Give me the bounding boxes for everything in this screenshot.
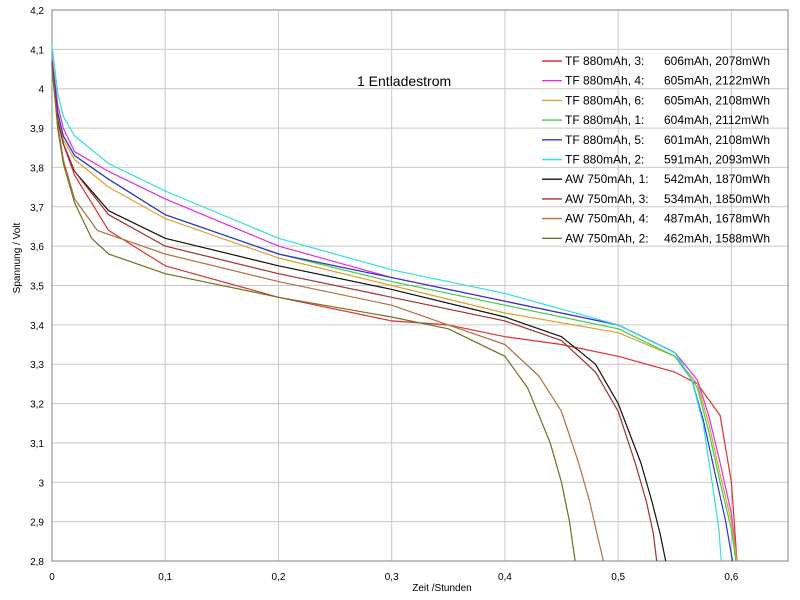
legend-series-name: TF 880mAh, 4: xyxy=(565,74,644,88)
legend-series-name: TF 880mAh, 6: xyxy=(565,93,644,107)
y-tick-label: 3,5 xyxy=(30,282,44,293)
y-tick-label: 3,8 xyxy=(30,163,44,174)
series-line-5 xyxy=(51,45,722,562)
legend-series-name: TF 880mAh, 1: xyxy=(565,113,644,127)
grid-lines xyxy=(51,9,788,562)
legend-series-info: 605mAh, 2108mWh xyxy=(664,93,770,107)
legend-series-info: 534mAh, 1850mWh xyxy=(664,192,770,206)
series-line-2 xyxy=(51,65,738,562)
y-tick-label: 3,7 xyxy=(30,203,44,214)
y-tick-label: 4,1 xyxy=(30,45,44,56)
series-lines xyxy=(51,45,738,562)
annotation-text: 1 Entladestrom xyxy=(357,73,451,89)
y-tick-label: 2,9 xyxy=(30,518,44,529)
series-line-7 xyxy=(51,65,658,562)
series-line-9 xyxy=(51,65,576,562)
series-line-8 xyxy=(51,68,604,562)
legend-series-info: 487mAh, 1678mWh xyxy=(664,212,770,226)
y-tick-label: 3,9 xyxy=(30,124,44,135)
y-tick-label: 3 xyxy=(38,478,44,489)
legend-series-name: TF 880mAh, 2: xyxy=(565,153,644,167)
y-tick-label: 4 xyxy=(38,85,44,96)
y-tick-label: 3,1 xyxy=(30,439,44,450)
y-tick-label: 4,2 xyxy=(30,6,44,17)
legend-series-info: 606mAh, 2078mWh xyxy=(664,54,770,68)
legend-series-info: 604mAh, 2112mWh xyxy=(664,113,769,127)
legend-series-name: TF 880mAh, 5: xyxy=(565,133,644,147)
legend-series-name: AW 750mAh, 3: xyxy=(565,192,649,206)
legend-series-name: AW 750mAh, 4: xyxy=(565,212,649,226)
series-line-4 xyxy=(51,61,734,562)
y-tick-label: 3,4 xyxy=(30,321,44,332)
x-tick-labels: 0 0,1 0,2 0,3 0,4 0,5 0,6 xyxy=(49,572,739,583)
x-tick-label: 0,5 xyxy=(611,572,625,583)
x-tick-label: 0,2 xyxy=(272,572,286,583)
x-tick-label: 0,1 xyxy=(158,572,172,583)
plot-area-border xyxy=(51,9,789,562)
y-tick-label: 3,3 xyxy=(30,360,44,371)
x-tick-label: 0,6 xyxy=(724,572,738,583)
x-tick-label: 0 xyxy=(49,572,55,583)
y-axis-label: Spannung / Volt xyxy=(12,222,23,293)
legend-series-info: 605mAh, 2122mWh xyxy=(664,74,770,88)
legend-series-info: 542mAh, 1870mWh xyxy=(664,172,770,186)
x-tick-label: 0,4 xyxy=(498,572,512,583)
y-tick-labels: 2,8 2,9 3 3,1 3,2 3,3 3,4 3,5 3,6 3,7 3,8 3,9 4 4,1 4,… xyxy=(30,6,44,568)
legend-series-info: 601mAh, 2108mWh xyxy=(664,133,770,147)
y-tick-label: 3,6 xyxy=(30,242,44,253)
x-axis-label: Zeit /Stunden xyxy=(412,583,471,594)
x-tick-label: 0,3 xyxy=(385,572,399,583)
legend-series-info: 591mAh, 2093mWh xyxy=(664,153,770,167)
y-tick-label: 3,2 xyxy=(30,400,44,411)
legend-series-name: TF 880mAh, 3: xyxy=(565,54,644,68)
y-tick-label: 2,8 xyxy=(30,557,44,568)
legend-series-info: 462mAh, 1588mWh xyxy=(664,231,770,245)
legend-series-name: AW 750mAh, 2: xyxy=(565,231,649,245)
legend: TF 880mAh, 3: 606mAh, 2078mWh TF 880mAh, 4… xyxy=(542,54,770,245)
legend-series-name: AW 750mAh, 1: xyxy=(565,172,649,186)
